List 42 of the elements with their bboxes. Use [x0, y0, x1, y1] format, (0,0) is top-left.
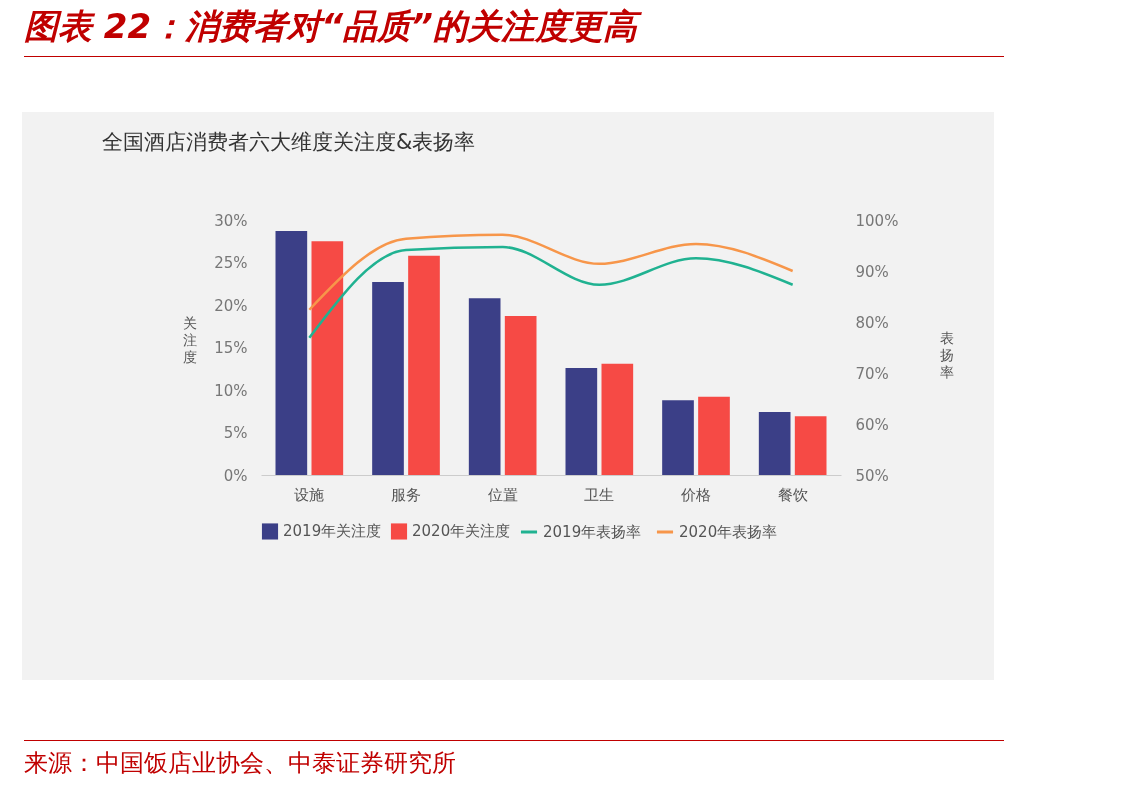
bar — [504, 316, 537, 475]
legend-label: 2019年关注度 — [283, 522, 382, 541]
y2-tick-label: 50% — [855, 466, 889, 485]
legend-label: 2020年表扬率 — [679, 523, 778, 541]
bar — [468, 298, 501, 475]
x-tick-label: 价格 — [680, 485, 711, 504]
bar — [758, 412, 791, 475]
y2-tick-label: 100% — [855, 211, 899, 230]
y-tick-label: 5% — [223, 424, 248, 442]
bar — [698, 396, 730, 475]
x-tick-label: 服务 — [391, 485, 421, 504]
bar — [601, 363, 634, 475]
y-axis-title: 关注度 — [182, 314, 197, 365]
bar — [662, 400, 694, 475]
y-tick-label: 0% — [223, 466, 248, 485]
y2-tick-label: 90% — [855, 262, 889, 281]
source-note: 来源：中国饭店业协会、中泰证券研究所 — [24, 740, 1004, 779]
chart-title: 图表 22：消费者对“品质”的关注度更高 — [24, 4, 1004, 57]
legend-label: 2020年关注度 — [412, 522, 511, 541]
y2-tick-label: 70% — [855, 364, 889, 383]
bar — [408, 255, 440, 475]
bar — [275, 231, 308, 475]
x-tick-label: 餐饮 — [777, 485, 808, 504]
line-series — [308, 233, 794, 312]
chart-subtitle: 全国酒店消费者六大维度关注度&表扬率 — [102, 130, 476, 154]
y2-axis-title: 表扬率 — [939, 329, 954, 380]
legend-label: 2019年表扬率 — [543, 523, 642, 541]
bar — [372, 282, 404, 475]
bar — [311, 241, 344, 475]
x-tick-label: 设施 — [294, 485, 325, 504]
bar — [565, 367, 598, 475]
y-tick-label: 20% — [214, 296, 248, 315]
y2-tick-label: 60% — [855, 415, 889, 434]
x-tick-label: 卫生 — [584, 485, 615, 504]
x-tick-label: 位置 — [487, 485, 518, 504]
y-tick-label: 30% — [214, 211, 248, 230]
y2-tick-label: 80% — [855, 313, 889, 332]
y-tick-label: 25% — [214, 254, 248, 272]
y-tick-label: 15% — [214, 339, 248, 357]
line-series — [308, 245, 794, 340]
y-tick-label: 10% — [214, 381, 248, 400]
bar — [794, 416, 827, 475]
